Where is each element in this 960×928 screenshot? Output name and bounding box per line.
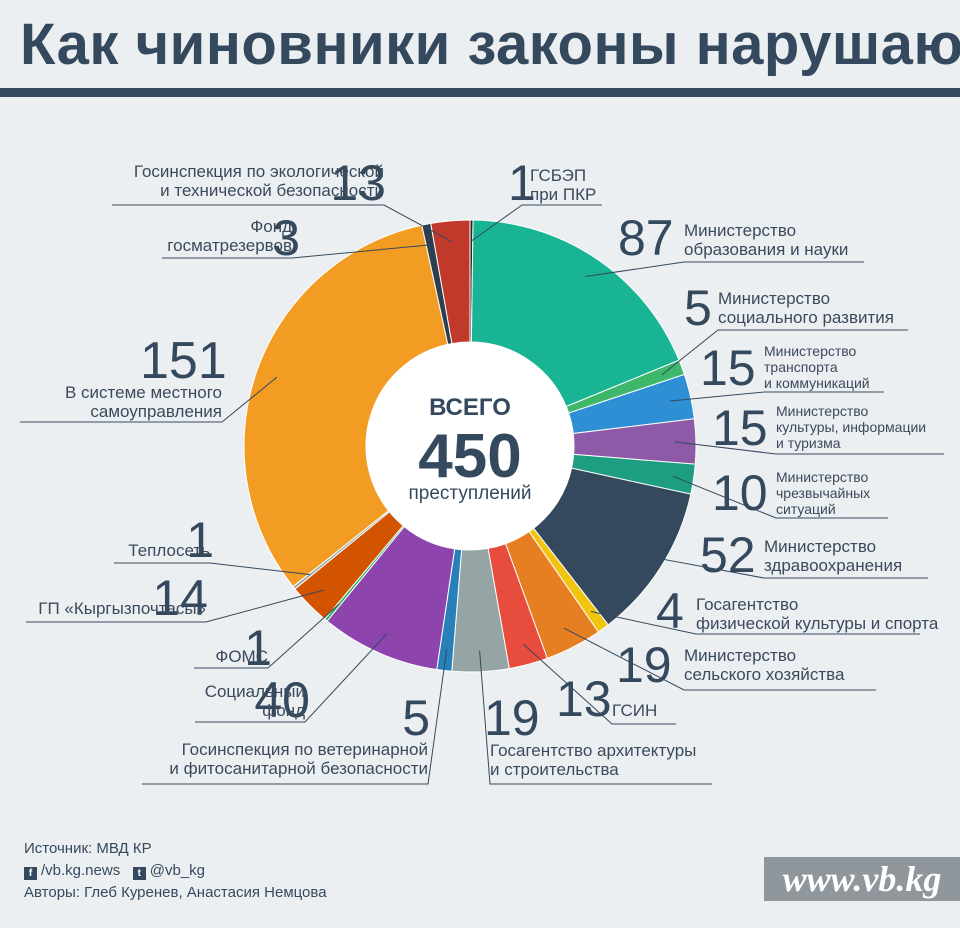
center-bottom-label: преступлений (409, 483, 532, 504)
leader-line-13 (194, 603, 340, 669)
slice-value-2: 5 (684, 280, 712, 336)
leader-line-1 (585, 261, 864, 278)
slice-label-16-1: самоуправления (90, 402, 222, 421)
slice-label-3-2: и коммуникаций (764, 375, 870, 391)
slice-value-17: 3 (272, 210, 300, 266)
slice-label-15-0: Теплосеть (128, 541, 210, 560)
slice-label-6-1: здравоохранения (764, 556, 902, 575)
leader-line-0 (471, 204, 602, 242)
slice-label-2-0: Министерство (718, 289, 830, 308)
facebook-icon: f (24, 867, 37, 880)
title-rule (0, 88, 960, 97)
leader-line-4 (674, 441, 944, 455)
slice-value-13: 1 (244, 620, 272, 676)
slice-value-0: 1 (508, 155, 536, 211)
slice-label-8-1: сельского хозяйства (684, 665, 845, 684)
slice-value-15: 1 (186, 512, 214, 568)
slice-value-14: 14 (152, 570, 208, 626)
leader-line-2 (661, 329, 908, 375)
slice-value-12: 40 (254, 672, 310, 728)
slice-label-17-1: госматрезервов (167, 236, 292, 255)
slice-label-17-0: Фонд (250, 217, 292, 236)
slice-value-7: 4 (656, 583, 684, 639)
leader-line-15 (114, 562, 311, 576)
slice-value-9: 13 (556, 671, 612, 727)
slice-label-9-0: ГСИН (612, 701, 657, 720)
leader-line-18 (112, 204, 453, 243)
slice-label-7-0: Госагентство (696, 595, 798, 614)
slice-label-5-0: Министерство (776, 469, 869, 485)
slice-label-7-1: физической культуры и спорта (696, 614, 939, 633)
leader-line-3 (669, 391, 884, 402)
slice-label-8-0: Министерство (684, 646, 796, 665)
slice-label-11-1: и фитосанитарной безопасности (169, 759, 428, 778)
leader-line-17 (162, 244, 431, 259)
source-text: Источник: МВД КР (24, 840, 152, 857)
slice-value-18: 13 (330, 155, 386, 211)
leader-line-12 (195, 633, 388, 723)
slice-value-4: 15 (712, 400, 768, 456)
slice-label-3-0: Министерство (764, 343, 857, 359)
slice-label-10-0: Госагентство архитектуры (490, 741, 696, 760)
slice-label-10-1: и строительства (490, 760, 619, 779)
slice-value-11: 5 (402, 690, 430, 746)
slice-label-12-0: Социальный (205, 682, 305, 701)
slice-value-16: 151 (140, 332, 227, 390)
slice-value-6: 52 (700, 527, 756, 583)
social-links: f/vb.kg.news t @vb_kg (24, 860, 327, 882)
slice-label-4-1: культуры, информации (776, 419, 926, 435)
slice-label-16-0: В системе местного (65, 383, 222, 402)
slice-value-5: 10 (712, 465, 768, 521)
slice-label-0-0: ГСБЭП (530, 166, 586, 185)
slice-value-3: 15 (700, 340, 756, 396)
leader-line-14 (26, 589, 325, 623)
slice-value-1: 87 (618, 210, 674, 266)
slice-label-5-1: чрезвычайных (776, 485, 870, 501)
slice-label-12-1: фонд (262, 701, 305, 720)
twitter-icon: t (132, 867, 146, 880)
leader-line-6 (643, 555, 928, 579)
leader-line-9 (522, 643, 676, 725)
slice-label-6-0: Министерство (764, 537, 876, 556)
brand-logo[interactable]: www.vb.kg (764, 857, 960, 901)
leader-line-16 (20, 376, 278, 423)
slice-label-14-0: ГП «Кыргызпочтасы» (38, 599, 206, 618)
slice-label-13-0: ФОМС (215, 647, 268, 666)
slice-label-5-2: ситуаций (776, 501, 836, 517)
footer: Источник: МВД КР f/vb.kg.news t @vb_kg Ав… (24, 838, 327, 904)
slice-value-8: 19 (616, 637, 672, 693)
slice-label-4-2: и туризма (776, 435, 841, 451)
facebook-link[interactable]: /vb.kg.news (41, 862, 121, 879)
slice-label-18-0: Госинспекция по экологической (134, 162, 384, 181)
center-disc (366, 342, 574, 550)
twitter-link[interactable]: @vb_kg (149, 862, 205, 879)
slice-label-1-0: Министерство (684, 221, 796, 240)
center-total: 450 (418, 422, 521, 491)
slice-label-4-0: Министерство (776, 403, 869, 419)
leader-line-5 (672, 475, 888, 519)
slice-label-11-0: Госинспекция по ветеринарной (182, 740, 428, 759)
slice-label-1-1: образования и науки (684, 240, 848, 259)
center-top-label: ВСЕГО (429, 394, 511, 421)
slice-label-0-1: при ПКР (530, 185, 596, 204)
authors-text: Авторы: Глеб Куренев, Анастасия Немцова (24, 884, 327, 901)
leader-line-7 (590, 611, 920, 635)
slice-label-18-1: и технической безопасности (160, 181, 384, 200)
slice-label-2-1: социального развития (718, 308, 894, 327)
leader-line-8 (563, 627, 876, 691)
leader-line-10 (479, 650, 712, 785)
leader-line-11 (142, 649, 448, 785)
slice-value-10: 19 (484, 690, 540, 746)
slice-label-3-1: транспорта (764, 359, 838, 375)
page-title: Как чиновники законы нарушают (20, 12, 960, 77)
